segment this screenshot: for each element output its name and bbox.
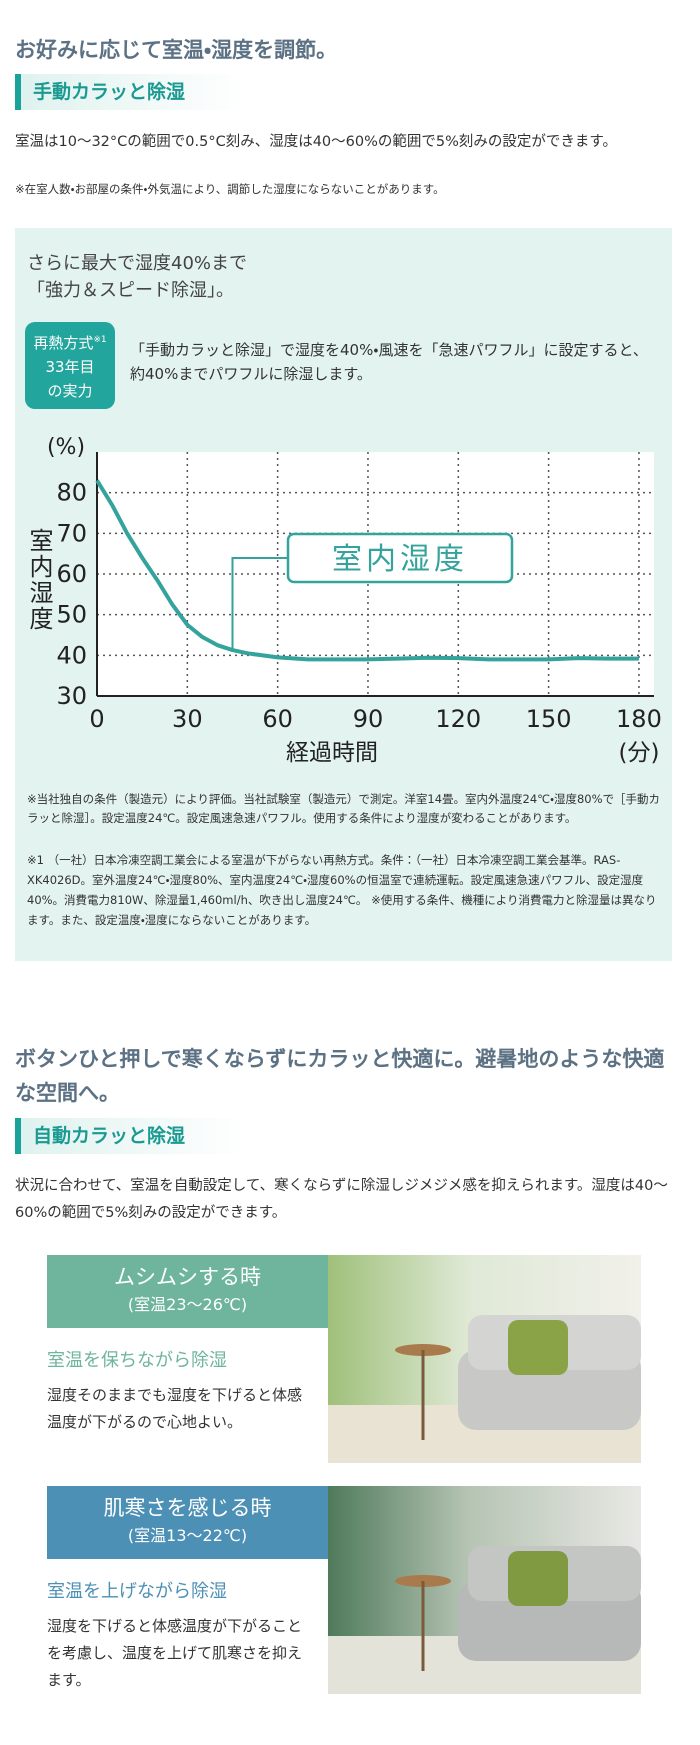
x-tick-label: 30 xyxy=(172,705,203,733)
x-tick-label: 180 xyxy=(616,705,662,733)
photo xyxy=(328,1255,641,1463)
card-subtitle: (室温23～26℃) xyxy=(127,1295,248,1314)
card: ムシムシする時 (室温23～26℃) 室温を保ちながら除湿 湿度そのままでも湿度… xyxy=(47,1255,641,1463)
tag: 自動カラッと除湿 xyxy=(15,1118,245,1154)
badge-line: 33年目 xyxy=(45,358,95,376)
x-axis-label: 経過時間 xyxy=(286,740,378,766)
y-tick-label: 70 xyxy=(56,519,87,547)
heading: ボタンひと押しで寒くならずにカラッと快適に。避暑地のような快適な空間へ。 xyxy=(15,1047,665,1105)
badge-sup: ※1 xyxy=(93,335,107,345)
y-tick-label: 60 xyxy=(56,560,87,588)
paragraph: 室温は10～32°Cの範囲で0.5°C刻み、湿度は40～60%の範囲で5%刻みの… xyxy=(15,134,617,150)
photo xyxy=(328,1486,641,1694)
y-axis-label: 室内湿度 xyxy=(25,528,53,632)
x-tick-label: 60 xyxy=(262,705,293,733)
annotation-leader xyxy=(231,557,288,651)
note: ※当社独自の条件（製造元）により評価。当社試験室（製造元）で測定。洋室14畳。室… xyxy=(27,792,661,825)
y-tick-label: 40 xyxy=(56,641,87,669)
card-title: 肌寒さを感じる時 xyxy=(103,1496,272,1520)
x-tick-label: 90 xyxy=(353,705,384,733)
badge-line: の実力 xyxy=(47,382,93,400)
card-title: ムシムシする時 xyxy=(114,1265,261,1289)
tag: 手動カラッと除湿 xyxy=(15,74,245,110)
x-tick-label: 120 xyxy=(435,705,481,733)
note: ※1 （一社）日本冷凍空調工業会による室温が下がらない再熱方式。条件：（一社）日… xyxy=(27,853,657,927)
card-header: 肌寒さを感じる時 (室温13～22℃) xyxy=(47,1486,328,1559)
card-text: 湿度を下げると体感温度が下がることを考慮し、温度を上げて肌寒さを抑えます。 xyxy=(47,1617,303,1689)
card-subtitle: (室温13～22℃) xyxy=(127,1526,248,1545)
card-header: ムシムシする時 (室温23～26℃) xyxy=(47,1255,328,1328)
y-tick-label: 80 xyxy=(56,479,87,507)
paragraph: 状況に合わせて、室温を自動設定して、寒くならずに除湿しジメジメ感を抑えられます。… xyxy=(15,1178,668,1221)
x-tick-label: 150 xyxy=(526,705,572,733)
y-tick-label: 30 xyxy=(56,682,87,710)
annotation-box xyxy=(286,532,514,584)
card-lead: 室温を上げながら除湿 xyxy=(47,1581,227,1602)
x-unit: (分) xyxy=(618,740,659,766)
badge: 再熱方式※1 33年目 の実力 xyxy=(25,322,115,409)
feature-title: さらに最大で湿度40%まで 「強力＆スピード除湿」。 xyxy=(27,250,247,304)
card-lead: 室温を保ちながら除湿 xyxy=(47,1350,227,1371)
x-tick-label: 0 xyxy=(89,705,104,733)
chart: 0 30 60 90 120 150 180304050607080(%)室内湿度経過時間(… xyxy=(25,435,662,766)
feature-text: 「手動カラッと除湿」で湿度を40%・風速を「急速パワフル」に設定すると、約40%… xyxy=(130,341,648,383)
card: 肌寒さを感じる時 (室温13～22℃) 室温を上げながら除湿 湿度を下げると体感… xyxy=(47,1486,641,1694)
heading: お好みに応じて室温・湿度を調節。 xyxy=(15,38,338,62)
y-tick-label: 50 xyxy=(56,601,87,629)
badge-text: 再熱方式 xyxy=(33,334,94,352)
annotation: 室内湿度 xyxy=(332,542,468,577)
note: ※在室人数・お部屋の条件・外気温により、調節した湿度にならないことがあります。 xyxy=(15,182,445,196)
badge-line: 再熱方式※1 xyxy=(25,328,115,355)
card-text: 湿度そのままでも湿度を下げると体感温度が下がるので心地よい。 xyxy=(47,1386,303,1431)
data-line xyxy=(95,479,639,662)
y-unit: (%) xyxy=(47,435,85,460)
title-line: さらに最大で湿度40%まで xyxy=(27,253,248,274)
title-line: 「強力＆スピード除湿」。 xyxy=(27,280,234,301)
